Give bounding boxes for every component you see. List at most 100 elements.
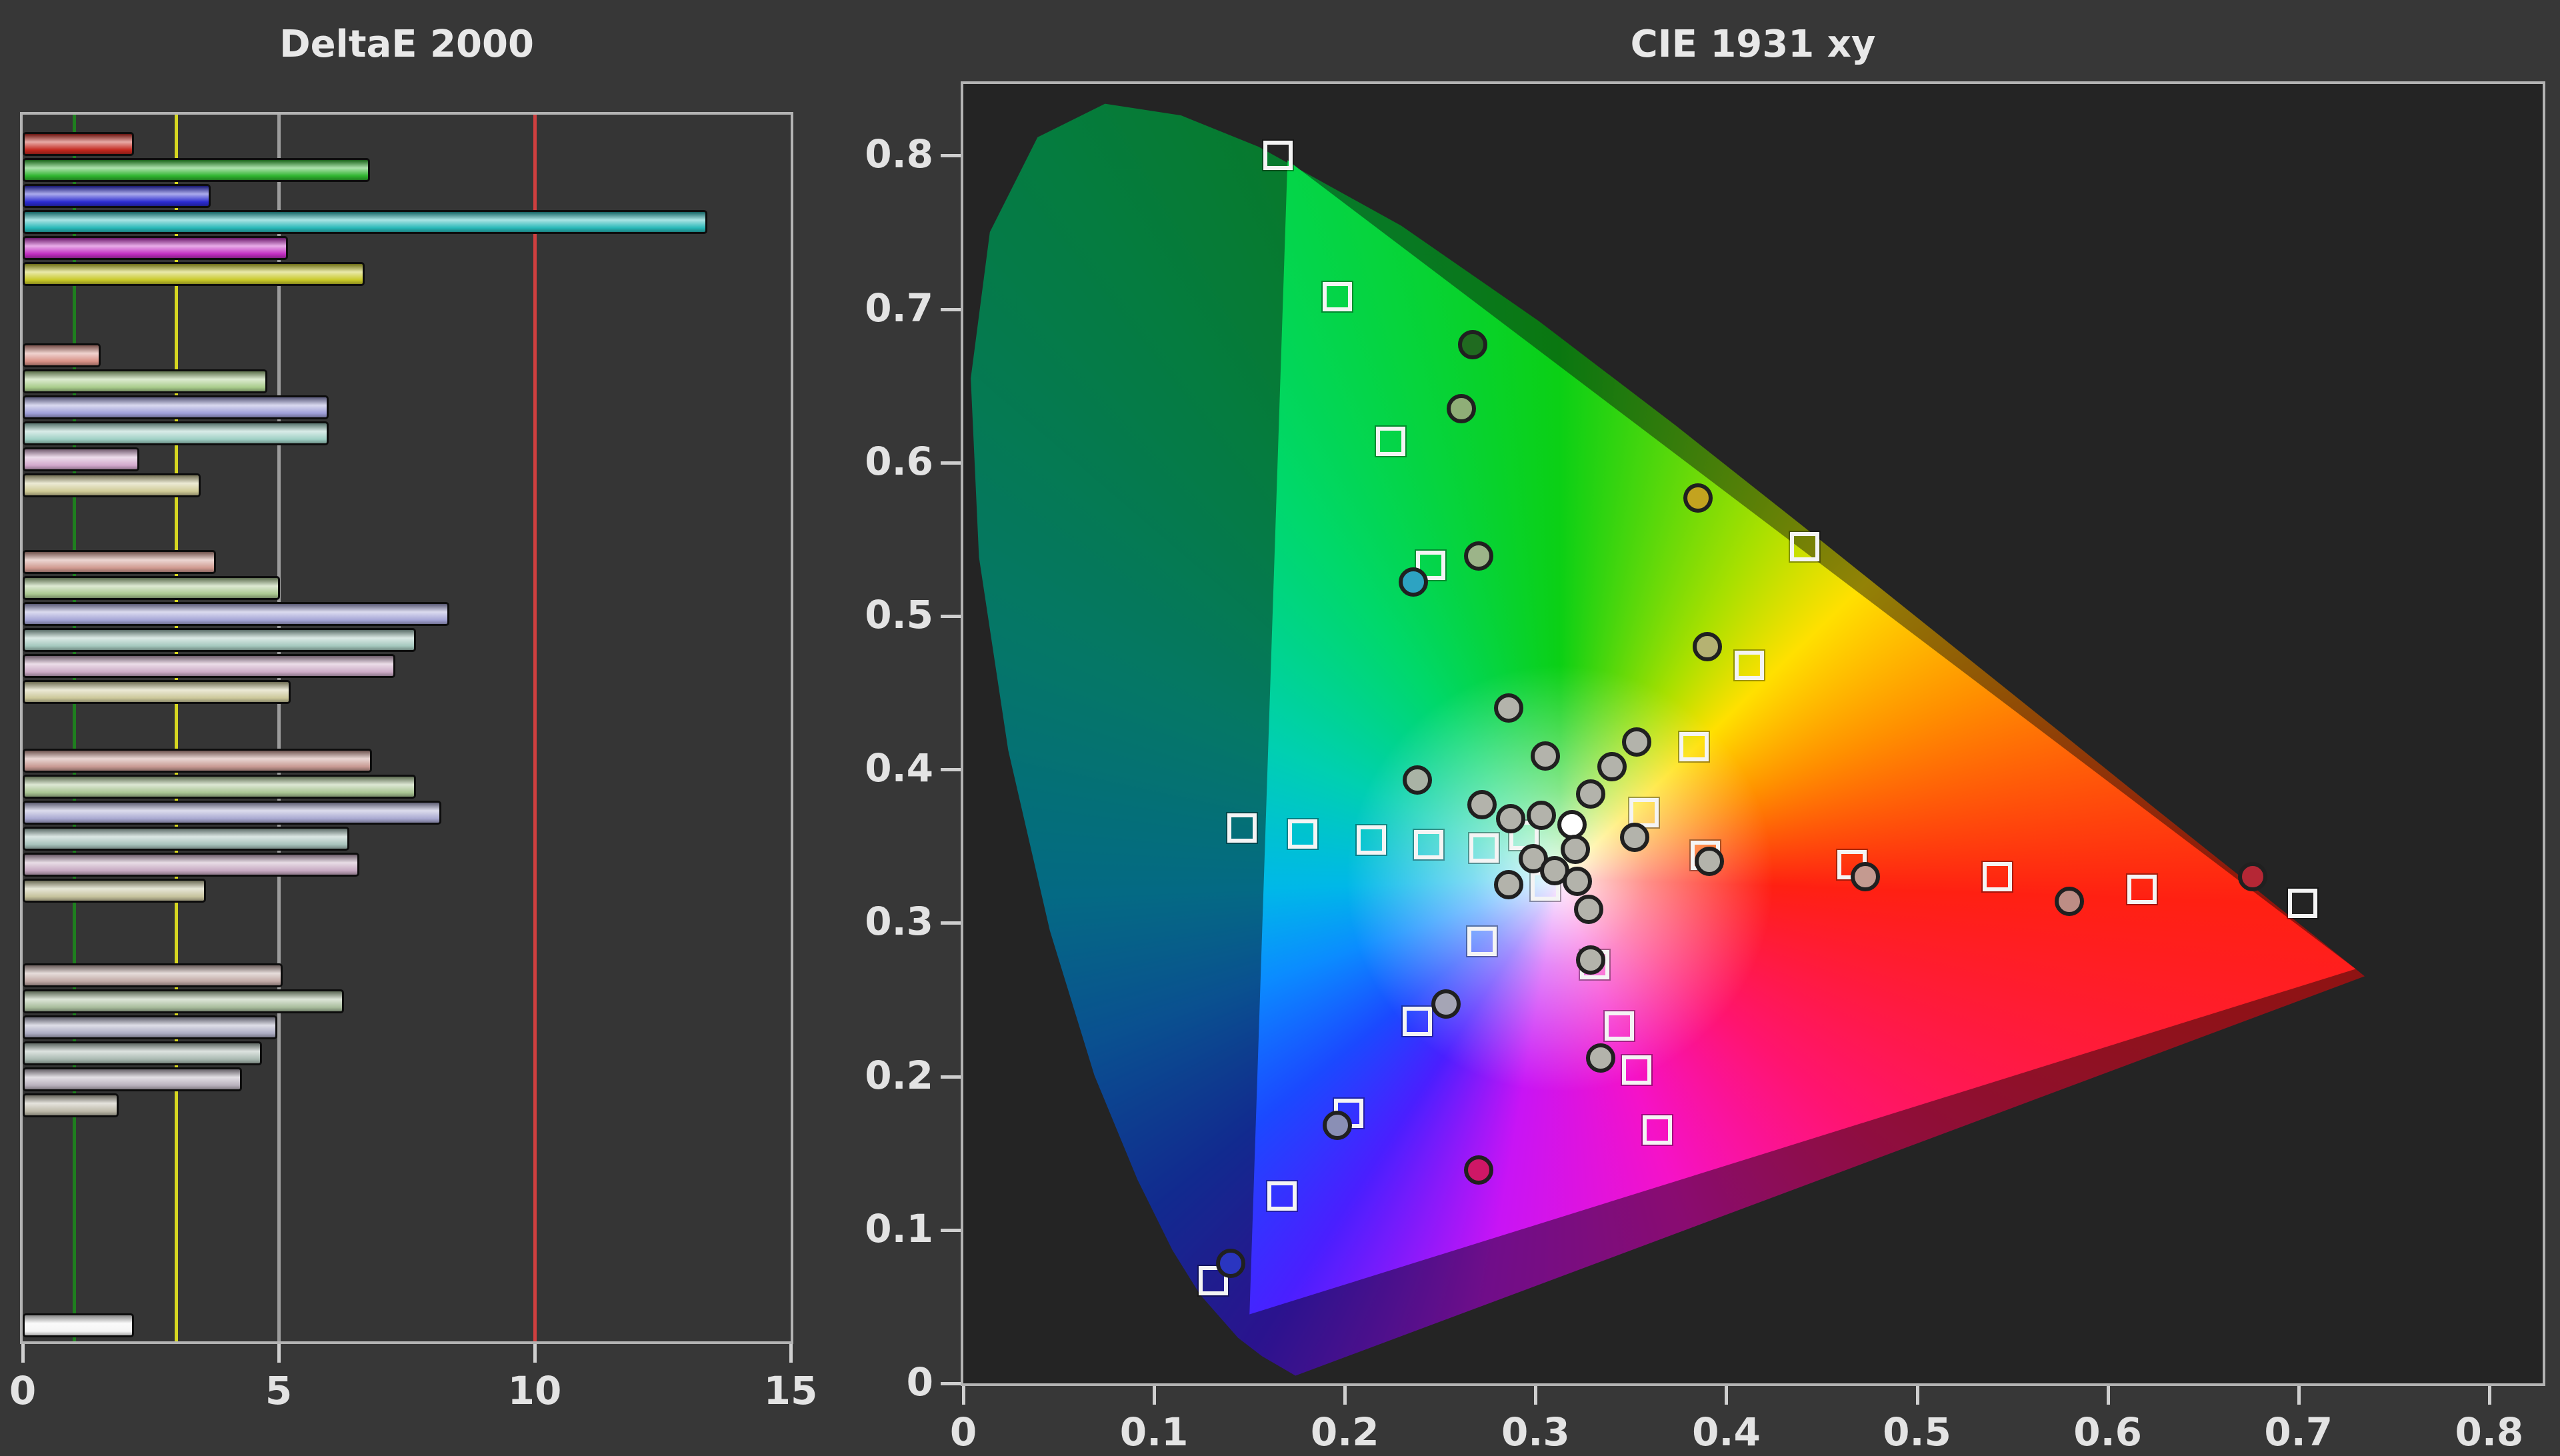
cie-y-tick-label: 0.5 [865,592,933,638]
target-square [1643,1115,1673,1145]
cie-y-tick [941,1075,961,1079]
deltae-x-tick [533,1344,537,1363]
measurement-circle [1322,1111,1352,1141]
deltae-bar [23,395,329,419]
deltae-bar [23,879,206,903]
cie-x-tick [962,1386,965,1405]
measurement-circle [1463,541,1493,571]
cie-x-tick [1153,1386,1157,1405]
cie-y-tick [941,1228,961,1232]
deltae-bar [23,158,370,182]
deltae-bar [23,184,211,208]
deltae-bar [23,1313,135,1337]
measurement-circle [1692,632,1722,662]
cie-y-tick [941,768,961,772]
target-square [1267,1181,1297,1211]
cie-y-tick-label: 0.1 [865,1205,933,1251]
deltae-bar [23,369,267,393]
cie-x-tick-label: 0.8 [2455,1409,2524,1455]
deltae-bar [23,1067,242,1091]
reference-line-1 [72,115,76,1341]
measurement-circle [1561,834,1591,864]
cie-y-tick-label: 0.8 [865,131,933,177]
target-square [1227,813,1257,843]
deltae-bar [23,827,349,851]
deltae-bar [23,749,373,773]
deltae-bar [23,963,283,987]
target-square [1198,1265,1228,1295]
deltae-bar [23,1093,119,1117]
deltae-x-tick [21,1344,25,1363]
measurement-circle [2238,862,2268,892]
deltae-chart-title: DeltaE 2000 [279,23,534,66]
cie-x-tick-label: 0.1 [1119,1409,1189,1455]
target-square [1629,797,1659,827]
cie-y-tick-label: 0.2 [865,1052,933,1098]
target-square [1357,825,1387,855]
target-square [1288,819,1318,849]
measurement-circle [1457,329,1487,359]
reference-line-10 [533,115,537,1341]
deltae-bar [23,262,365,286]
cie-x-tick-label: 0.7 [2264,1409,2333,1455]
cie-y-tick [941,461,961,465]
target-square [1605,1011,1635,1041]
deltae-bar [23,421,329,445]
measurement-circle [1526,801,1556,831]
target-square [1414,830,1444,860]
target-square [1402,1006,1432,1036]
measurement-circle [1463,1155,1493,1185]
deltae-chart [20,112,793,1344]
cie-y-tick-label: 0.3 [865,899,933,945]
deltae-x-tick-label: 0 [9,1368,37,1413]
measurement-circle [1620,822,1650,852]
deltae-bar [23,680,291,704]
deltae-bar [23,550,217,574]
deltae-bar [23,473,201,497]
cie-y-tick [941,154,961,158]
cie-x-tick [2297,1386,2301,1405]
measurement-circle [1402,765,1432,795]
cie-markers-layer [963,84,2543,1383]
measurement-circle [1467,790,1497,820]
deltae-bar [23,236,288,260]
measurement-circle [1494,869,1524,899]
cie-y-tick [941,921,961,925]
measurement-circle [1576,779,1606,809]
target-square [1621,1055,1651,1085]
deltae-x-tick-label: 10 [507,1368,562,1413]
deltae-x-tick-label: 15 [763,1368,818,1413]
target-square [1679,731,1709,761]
deltae-x-tick-label: 5 [265,1368,293,1413]
target-square [1734,650,1764,680]
measurement-circle [1494,693,1524,723]
measurement-circle [1597,751,1627,781]
target-square [2127,874,2157,904]
measurement-circle [1576,945,1606,975]
measurement-circle [1557,810,1587,840]
deltae-bar [23,801,442,825]
cie-y-tick-label: 0 [906,1359,933,1405]
cie-y-tick [941,615,961,619]
target-square [1469,833,1499,863]
measurement-circle [1574,894,1604,924]
deltae-plot-area [23,115,791,1341]
deltae-bar [23,775,416,799]
measurement-circle [1431,989,1461,1019]
deltae-bar [23,132,135,156]
target-square [1415,551,1445,581]
cie-chart-title: CIE 1931 xy [1630,23,1876,66]
target-square [1322,282,1352,312]
target-square [2287,888,2317,918]
deltae-x-tick [277,1344,281,1363]
deltae-bar [23,989,345,1013]
deltae-bar [23,210,708,234]
target-square [1982,862,2012,892]
cie-x-tick [2487,1386,2491,1405]
deltae-bar [23,1041,263,1065]
measurement-circle [1215,1249,1245,1279]
cie-x-tick [1534,1386,1538,1405]
target-square [1789,532,1819,562]
measurement-circle [1683,483,1713,513]
